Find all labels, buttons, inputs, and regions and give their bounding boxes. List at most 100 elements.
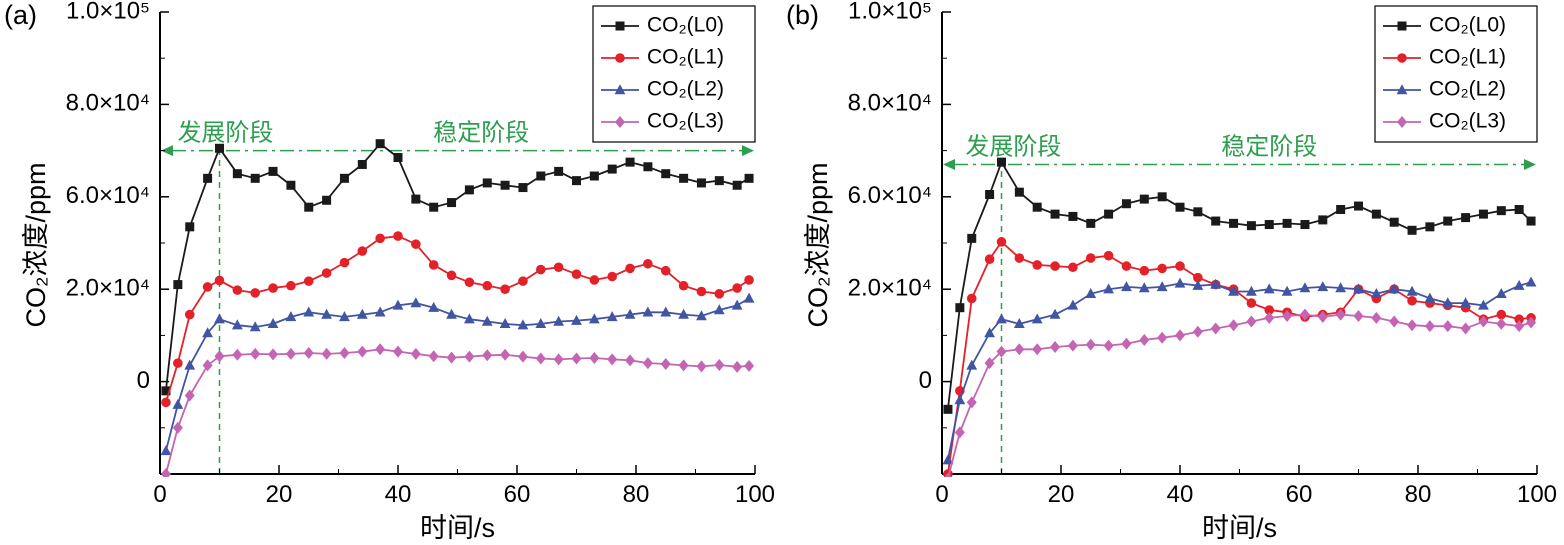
diamond-marker <box>1085 338 1096 351</box>
diamond-marker <box>553 353 564 366</box>
square-marker <box>1086 218 1096 228</box>
square-marker <box>1425 222 1435 232</box>
square-marker <box>304 202 314 212</box>
stage-label: 稳定阶段 <box>1221 133 1317 160</box>
diamond-marker <box>303 346 314 359</box>
square-marker <box>286 180 296 190</box>
square-marker <box>625 157 635 167</box>
diamond-marker <box>1389 315 1400 328</box>
triangle-marker <box>535 318 547 329</box>
diamond-marker <box>464 350 475 363</box>
diamond-marker <box>1407 319 1418 332</box>
diamond-marker <box>482 349 493 362</box>
triangle-marker <box>267 318 279 329</box>
diamond-marker <box>285 347 296 360</box>
stage-label: 稳定阶段 <box>433 120 529 147</box>
legend-label: CO₂(L1) <box>1429 46 1506 69</box>
square-marker <box>1282 218 1292 228</box>
square-marker <box>679 173 689 183</box>
x-tick-label: 100 <box>735 481 775 508</box>
triangle-marker <box>606 311 618 322</box>
square-marker <box>955 303 965 313</box>
triangle-marker <box>464 313 475 324</box>
diamond-marker <box>1335 308 1346 321</box>
triangle-marker <box>1525 276 1537 287</box>
square-marker <box>161 386 171 396</box>
circle-marker <box>1121 261 1132 271</box>
circle-marker <box>553 262 564 273</box>
diamond-marker <box>393 345 403 358</box>
square-marker <box>1336 205 1346 215</box>
legend-label: CO₂(L0) <box>647 14 724 37</box>
diamond-marker <box>214 350 225 363</box>
circle-marker <box>744 275 754 285</box>
y-tick-label: 8.0×10⁴ <box>66 90 150 117</box>
square-marker <box>714 176 724 186</box>
circle-marker <box>482 280 493 291</box>
circle-marker <box>678 280 689 291</box>
circle-marker <box>393 231 403 241</box>
square-marker <box>744 173 754 183</box>
triangle-marker <box>1335 282 1347 293</box>
square-marker <box>411 194 421 204</box>
triangle-marker <box>1513 279 1525 290</box>
y-tick-label: 8.0×10⁴ <box>848 90 932 117</box>
triangle-marker <box>1478 299 1489 310</box>
circle-marker <box>286 280 296 291</box>
diamond-marker <box>428 350 439 363</box>
square-marker <box>536 171 546 181</box>
triangle-marker <box>249 321 261 332</box>
triangle-marker <box>678 308 689 319</box>
triangle-marker <box>374 306 386 317</box>
triangle-marker <box>1192 279 1204 290</box>
circle-marker <box>1514 314 1524 325</box>
square-marker <box>967 233 977 243</box>
triangle-marker <box>184 359 196 370</box>
triangle-marker <box>1406 285 1418 296</box>
diamond-marker <box>357 345 368 358</box>
circle-marker <box>1246 298 1257 308</box>
square-marker <box>1193 207 1203 217</box>
diamond-marker <box>1157 331 1168 344</box>
square-marker <box>1461 213 1471 223</box>
circle-marker <box>173 358 183 368</box>
diamond-marker <box>500 348 511 361</box>
arrow-head-right-icon <box>742 145 754 157</box>
diamond-marker <box>660 358 671 371</box>
square-marker <box>464 185 474 195</box>
x-tick-label: 20 <box>266 481 293 508</box>
triangle-marker <box>1103 283 1114 294</box>
diamond-marker <box>1014 343 1025 356</box>
square-marker <box>1443 216 1453 226</box>
square-marker <box>232 169 242 179</box>
diamond-marker <box>446 351 457 364</box>
y-tick-label: 0 <box>919 367 932 394</box>
square-marker <box>375 139 385 149</box>
diamond-marker <box>160 468 171 477</box>
diamond-marker <box>1246 315 1257 328</box>
square-marker <box>1264 220 1274 230</box>
triangle-marker <box>696 310 707 321</box>
triangle-marker <box>410 297 422 308</box>
square-marker <box>643 162 653 172</box>
triangle-marker <box>1281 285 1293 296</box>
circle-marker <box>1032 260 1042 270</box>
panel-a-y-axis-title: CO₂浓度/ppm <box>21 162 51 328</box>
circle-marker <box>1496 309 1507 320</box>
triangle-marker <box>1085 288 1097 299</box>
circle-marker <box>518 276 528 286</box>
square-marker <box>1478 209 1488 219</box>
square-marker <box>203 173 213 183</box>
circle-marker <box>1050 261 1060 271</box>
y-tick-label: 6.0×10⁴ <box>848 182 932 209</box>
square-marker <box>1032 202 1042 212</box>
triangle-marker <box>966 359 978 370</box>
legend-label: CO₂(L3) <box>1429 110 1506 133</box>
circle-marker <box>339 257 350 268</box>
triangle-marker <box>588 313 600 324</box>
square-marker <box>322 195 332 205</box>
triangle-marker <box>1013 318 1025 329</box>
square-marker <box>1407 225 1417 235</box>
triangle-marker <box>202 327 213 338</box>
square-marker <box>1318 215 1328 225</box>
